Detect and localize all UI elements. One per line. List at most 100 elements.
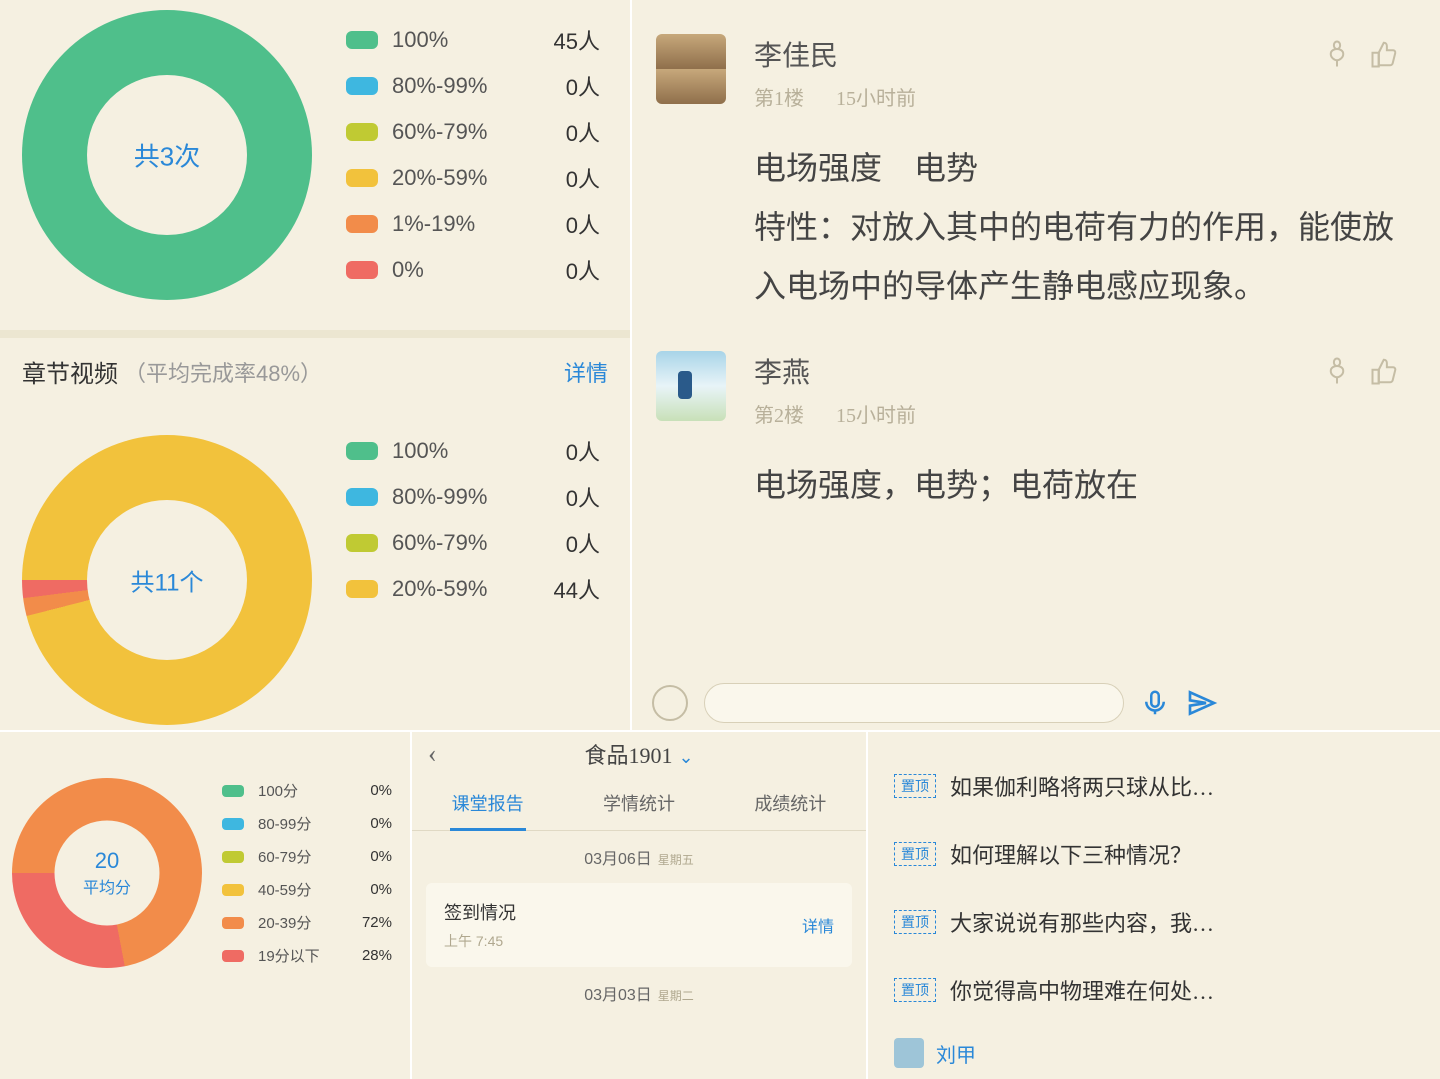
legend-item: 80-99分 0%: [222, 813, 392, 834]
thumbs-up-icon[interactable]: [1370, 356, 1400, 386]
legend-swatch: [346, 169, 378, 187]
divider: [0, 330, 630, 338]
legend-swatch: [222, 785, 244, 797]
legend-label: 40-59分: [258, 879, 324, 900]
reply-input[interactable]: [704, 683, 1124, 723]
pin-text: 如果伽利略将两只球从比…: [950, 770, 1214, 802]
donut2-center-label: 共11个: [131, 563, 204, 598]
legend-item: 100% 45人: [346, 24, 600, 56]
donut-chart-3: 20 平均分: [12, 778, 202, 968]
back-icon[interactable]: ‹: [428, 739, 437, 769]
legend-item: 1%-19% 0人: [346, 208, 600, 240]
legend-swatch: [222, 884, 244, 896]
report-date: 03月03日星期二: [412, 967, 866, 1019]
legend-swatch: [346, 77, 378, 95]
legend-swatch: [346, 31, 378, 49]
tab-2[interactable]: 成绩统计: [715, 776, 866, 830]
emoji-icon[interactable]: [652, 685, 688, 721]
legend-value: 0人: [566, 435, 600, 467]
legend-item: 60%-79% 0人: [346, 116, 600, 148]
legend-swatch: [346, 215, 378, 233]
flower-icon[interactable]: [1322, 356, 1352, 386]
legend-label: 20-39分: [258, 912, 324, 933]
legend-value: 0%: [370, 848, 392, 865]
comment-list: 李佳民 第1楼 15小时前 电场强度 电势特性：对放入其中的电荷有力的作用，能使…: [632, 0, 1440, 515]
pinned-item[interactable]: 置顶 如果伽利略将两只球从比…: [894, 752, 1414, 820]
pin-text: 你觉得高中物理难在何处…: [950, 974, 1214, 1006]
comment-item: 李佳民 第1楼 15小时前 电场强度 电势特性：对放入其中的电荷有力的作用，能使…: [632, 0, 1440, 317]
legend-item: 100分 0%: [222, 780, 392, 801]
pinned-item[interactable]: 置顶 你觉得高中物理难在何处…: [894, 956, 1414, 1024]
voice-icon[interactable]: [1140, 688, 1170, 718]
donut-chart-1: 共3次: [22, 10, 312, 300]
legend-item: 20-39分 72%: [222, 912, 392, 933]
legend-label: 60%-79%: [392, 530, 512, 556]
legend-value: 0人: [566, 254, 600, 286]
legend-item: 80%-99% 0人: [346, 481, 600, 513]
thumbs-up-icon[interactable]: [1370, 39, 1400, 69]
comment-author: 李燕: [754, 351, 810, 391]
report-title: 食品1901⌄: [584, 738, 693, 770]
card-detail-link[interactable]: 详情: [802, 913, 834, 937]
section-subtitle: （平均完成率48%）: [124, 356, 322, 388]
legend-label: 0%: [392, 257, 512, 283]
comment-item: 李燕 第2楼 15小时前 电场强度，电势；电荷放在: [632, 317, 1440, 515]
flower-icon[interactable]: [1322, 39, 1352, 69]
card-title: 签到情况: [444, 899, 516, 925]
legend-label: 20%-59%: [392, 165, 512, 191]
card-time: 上午 7:45: [444, 931, 516, 951]
legend-value: 0%: [370, 815, 392, 832]
legend-value: 45人: [554, 24, 600, 56]
donut3-legend: 100分 0% 80-99分 0% 60-79分 0% 40-59分 0% 20…: [222, 780, 392, 966]
report-date: 03月06日星期五: [412, 831, 866, 883]
legend-value: 0人: [566, 208, 600, 240]
score-panel: 20 平均分 100分 0% 80-99分 0% 60-79分 0% 40-59…: [0, 732, 410, 1079]
legend-label: 19分以下: [258, 945, 324, 966]
avatar[interactable]: [656, 351, 726, 421]
legend-swatch: [346, 534, 378, 552]
chevron-down-icon[interactable]: ⌄: [678, 747, 693, 767]
donut3-center-label: 20 平均分: [83, 848, 131, 898]
donut1-legend: 100% 45人 80%-99% 0人 60%-79% 0人 20%-59% 0…: [346, 24, 610, 286]
pinned-item[interactable]: 置顶 如何理解以下三种情况？: [894, 820, 1414, 888]
legend-label: 100%: [392, 438, 512, 464]
legend-value: 0%: [370, 782, 392, 799]
reply-bar: [632, 676, 1440, 730]
checkin-card[interactable]: 签到情况 上午 7:45 详情: [426, 883, 852, 967]
legend-swatch: [222, 917, 244, 929]
legend-label: 100%: [392, 27, 512, 53]
legend-swatch: [346, 442, 378, 460]
pin-badge: 置顶: [894, 910, 936, 934]
legend-label: 80%-99%: [392, 73, 512, 99]
legend-value: 72%: [362, 914, 392, 931]
legend-value: 0人: [566, 162, 600, 194]
tab-1[interactable]: 学情统计: [563, 776, 714, 830]
legend-value: 0人: [566, 116, 600, 148]
report-panel: ‹ 食品1901⌄ 课堂报告学情统计成绩统计 03月06日星期五签到情况 上午 …: [412, 732, 866, 1079]
pin-text: 大家说说有那些内容，我…: [950, 906, 1214, 938]
donut-chart-2: 共11个: [22, 435, 312, 725]
comment-meta: 第1楼 15小时前: [754, 82, 1400, 111]
stats-panel-top: 共3次 100% 45人 80%-99% 0人 60%-79% 0人 20%-5…: [0, 0, 630, 730]
legend-label: 1%-19%: [392, 211, 512, 237]
report-tabs: 课堂报告学情统计成绩统计: [412, 776, 866, 831]
legend-item: 19分以下 28%: [222, 945, 392, 966]
pinned-list: 置顶 如果伽利略将两只球从比…置顶 如何理解以下三种情况？置顶 大家说说有那些内…: [868, 732, 1440, 1068]
donut2-legend: 100% 0人 80%-99% 0人 60%-79% 0人 20%-59% 44…: [346, 435, 610, 605]
legend-item: 20%-59% 44人: [346, 573, 600, 605]
send-icon[interactable]: [1186, 687, 1218, 719]
tab-0[interactable]: 课堂报告: [412, 776, 563, 830]
legend-label: 80%-99%: [392, 484, 512, 510]
legend-label: 80-99分: [258, 813, 324, 834]
legend-swatch: [222, 851, 244, 863]
donut1-center-label: 共3次: [134, 137, 200, 174]
avatar[interactable]: [656, 34, 726, 104]
detail-link[interactable]: 详情: [564, 356, 608, 388]
comment-text: 电场强度 电势特性：对放入其中的电荷有力的作用，能使放入电场中的导体产生静电感应…: [754, 139, 1400, 317]
legend-item: 80%-99% 0人: [346, 70, 600, 102]
pinned-item[interactable]: 置顶 大家说说有那些内容，我…: [894, 888, 1414, 956]
report-header: ‹ 食品1901⌄: [412, 732, 866, 776]
avatar[interactable]: [894, 1038, 924, 1068]
footer-name[interactable]: 刘甲: [936, 1039, 976, 1068]
legend-item: 0% 0人: [346, 254, 600, 286]
